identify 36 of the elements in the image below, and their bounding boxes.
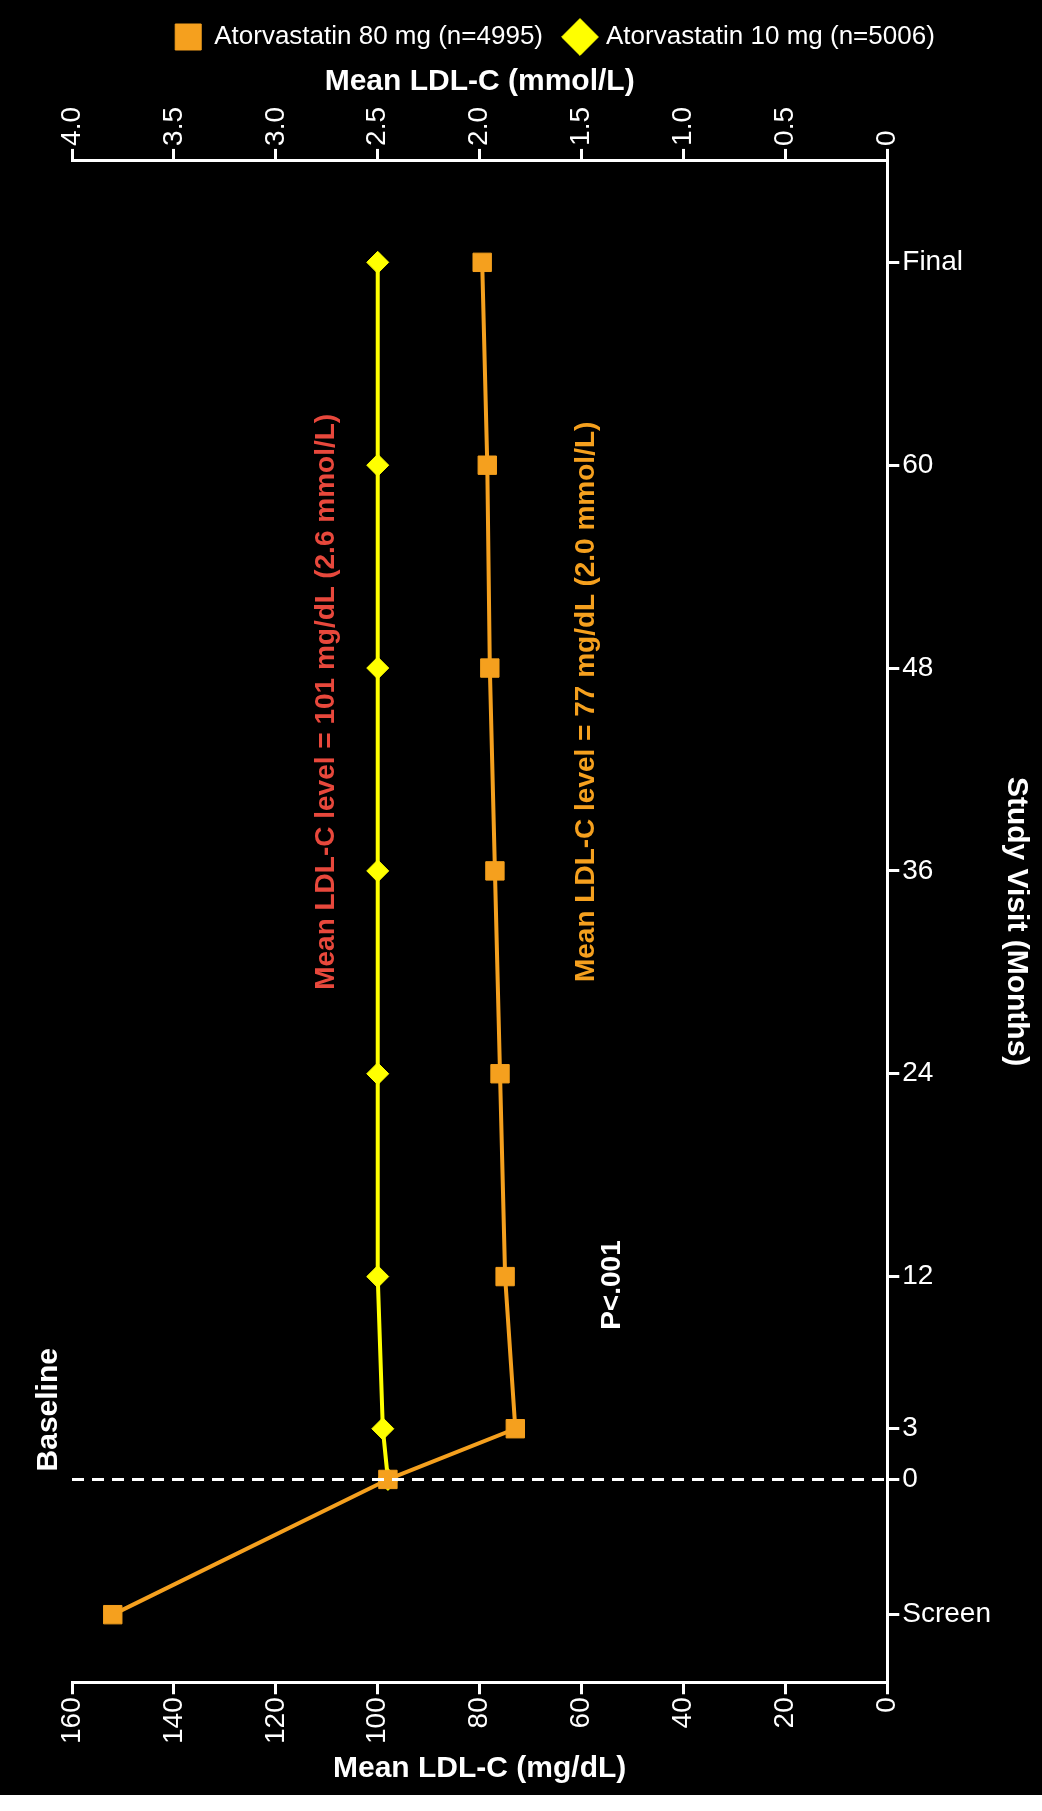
y-tick-label: 60: [902, 447, 934, 479]
x-tick-label: 120: [258, 1697, 290, 1744]
x2-tick-label: 3.0: [258, 106, 290, 146]
annotation: P<.001: [594, 1240, 626, 1330]
ref-line-label: Baseline: [30, 1348, 64, 1472]
x-tick-label: 60: [564, 1697, 596, 1729]
x2-tick-label: 1.5: [564, 106, 596, 146]
y-tick-label: 0: [902, 1462, 918, 1494]
x-tick-label: 0: [870, 1697, 901, 1713]
y-tick-label: 3: [902, 1411, 918, 1443]
legend-label: Atorvastatin 10 mg (n=5006): [606, 20, 935, 51]
x-tick-label: 160: [54, 1697, 86, 1744]
y-tick-label: 12: [902, 1259, 934, 1291]
x-tick-label: 140: [156, 1697, 188, 1744]
x2-tick-label: 1.0: [666, 106, 698, 146]
x2-tick-label: 4.0: [54, 106, 86, 146]
y-tick-label: Final: [902, 245, 963, 277]
x2-tick-label: 2.5: [360, 106, 392, 146]
x-tick-label: 40: [666, 1697, 698, 1729]
y-tick-label: 36: [902, 853, 934, 885]
legend-label: Atorvastatin 80 mg (n=4995): [214, 20, 543, 51]
x2-axis-title: Mean LDL-C (mmol/L): [324, 63, 635, 97]
annotation: Mean LDL-C level = 77 mg/dL (2.0 mmol/L): [569, 421, 601, 983]
y-tick-label: Screen: [902, 1597, 991, 1629]
y-tick-label: 48: [902, 650, 934, 682]
y-tick-label: 24: [902, 1056, 934, 1088]
x-tick-label: 100: [360, 1697, 392, 1744]
x2-tick-label: 3.5: [156, 106, 188, 146]
x-tick-label: 80: [462, 1697, 494, 1729]
x2-tick-label: 0: [870, 130, 901, 146]
y-axis-title: Study Visit (Months): [1001, 776, 1035, 1067]
annotation: Mean LDL-C level = 101 mg/dL (2.6 mmol/L): [309, 413, 341, 990]
x2-tick-label: 2.0: [462, 106, 494, 146]
x-tick-label: 20: [768, 1697, 800, 1729]
x-axis-title: Mean LDL-C (mg/dL): [332, 1750, 627, 1784]
x2-tick-label: 0.5: [768, 106, 800, 146]
